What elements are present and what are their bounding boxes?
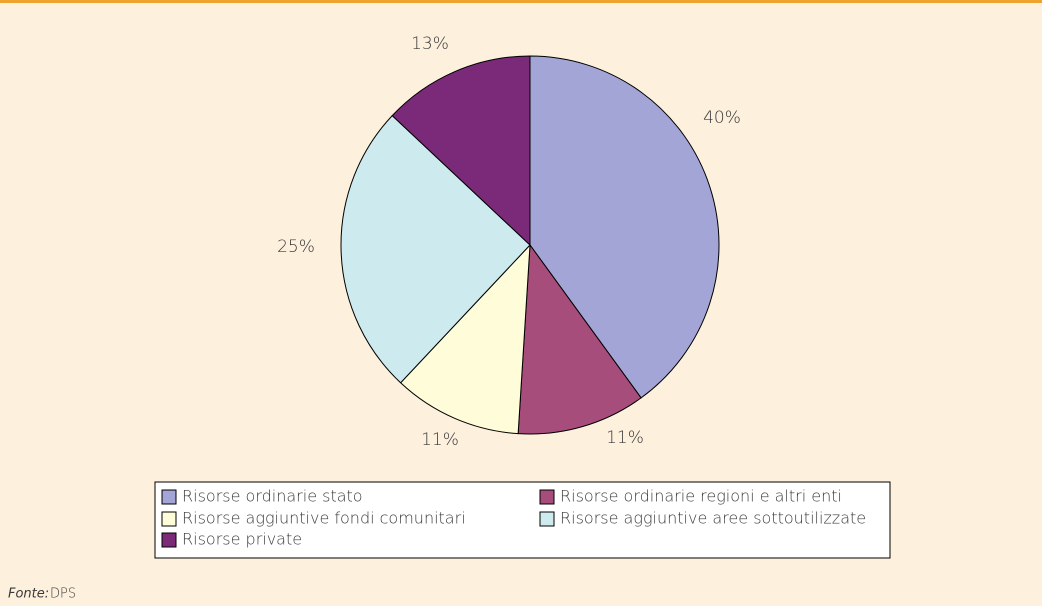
source-label: Fonte:	[8, 587, 49, 602]
value-label: 11%	[606, 428, 644, 448]
pie-slice	[391, 55, 531, 247]
value-label: 40%	[703, 108, 741, 128]
legend-label: Risorse aggiuntive aree sottoutilizzate	[560, 509, 866, 528]
legend-label: Risorse ordinarie regioni e altri enti	[560, 487, 842, 506]
legend-label: Risorse private	[182, 530, 302, 549]
legend-swatch	[161, 511, 177, 527]
value-label: 13%	[411, 34, 449, 54]
legend-swatch	[539, 511, 555, 527]
value-label: 11%	[421, 430, 459, 450]
legend-box	[154, 481, 891, 559]
legend-swatch	[161, 489, 177, 505]
legend-swatch	[539, 489, 555, 505]
pie-slice	[529, 55, 720, 399]
pie-slice	[399, 243, 531, 435]
value-label: 25%	[277, 237, 315, 257]
top-rule	[0, 0, 1042, 3]
source-text: DPS	[50, 587, 76, 602]
pie-slice	[340, 114, 531, 384]
legend-label: Risorse aggiuntive fondi comunitari	[182, 509, 466, 528]
pie-slice	[517, 243, 642, 435]
legend-label: Risorse ordinarie stato	[182, 487, 363, 506]
legend-swatch	[161, 532, 177, 548]
